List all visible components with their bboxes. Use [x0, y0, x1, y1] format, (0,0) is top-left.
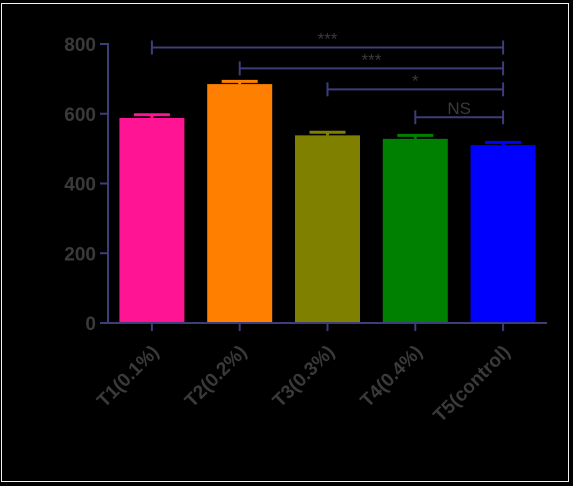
bar-t4-0-4 — [382, 138, 448, 323]
y-tick-label-0: 0 — [85, 314, 96, 335]
bars-group — [119, 84, 536, 323]
x-ticks-group: T1(0.1%) T2(0.2%) T3(0.3%) T4(0.4%) T5(contr… — [93, 323, 515, 427]
x-tick-label-t2-0-2: T2(0.2%) — [181, 342, 251, 412]
x-tick-label-t4-0-4: T4(0.4%) — [357, 342, 427, 412]
significance-group: *******NS — [150, 29, 505, 125]
significance-3-label: * — [412, 71, 419, 90]
y-tick-label-200: 200 — [64, 244, 96, 265]
significance-4-label: NS — [447, 99, 471, 118]
y-tick-label-800: 800 — [64, 35, 96, 56]
bar-t2-0-2 — [207, 84, 273, 323]
y-tick-label-400: 400 — [64, 175, 96, 196]
significance-1-label: *** — [318, 29, 338, 48]
bar-t5-control — [470, 145, 536, 323]
y-tick-label-600: 600 — [64, 105, 96, 126]
significance-2-label: *** — [361, 50, 381, 69]
x-tick-label-t3-0-3: T3(0.3%) — [269, 342, 339, 412]
x-tick-label-t5-control: T5(control) — [430, 342, 515, 427]
chart-border — [1, 3, 569, 482]
error-bars-group — [133, 79, 522, 146]
bar-t1-0-1 — [119, 117, 185, 323]
y-ticks-group: 0 200 400 600 800 — [64, 35, 108, 335]
x-tick-label-t1-0-1: T1(0.1%) — [93, 342, 163, 412]
bar-t3-0-3 — [295, 135, 360, 323]
